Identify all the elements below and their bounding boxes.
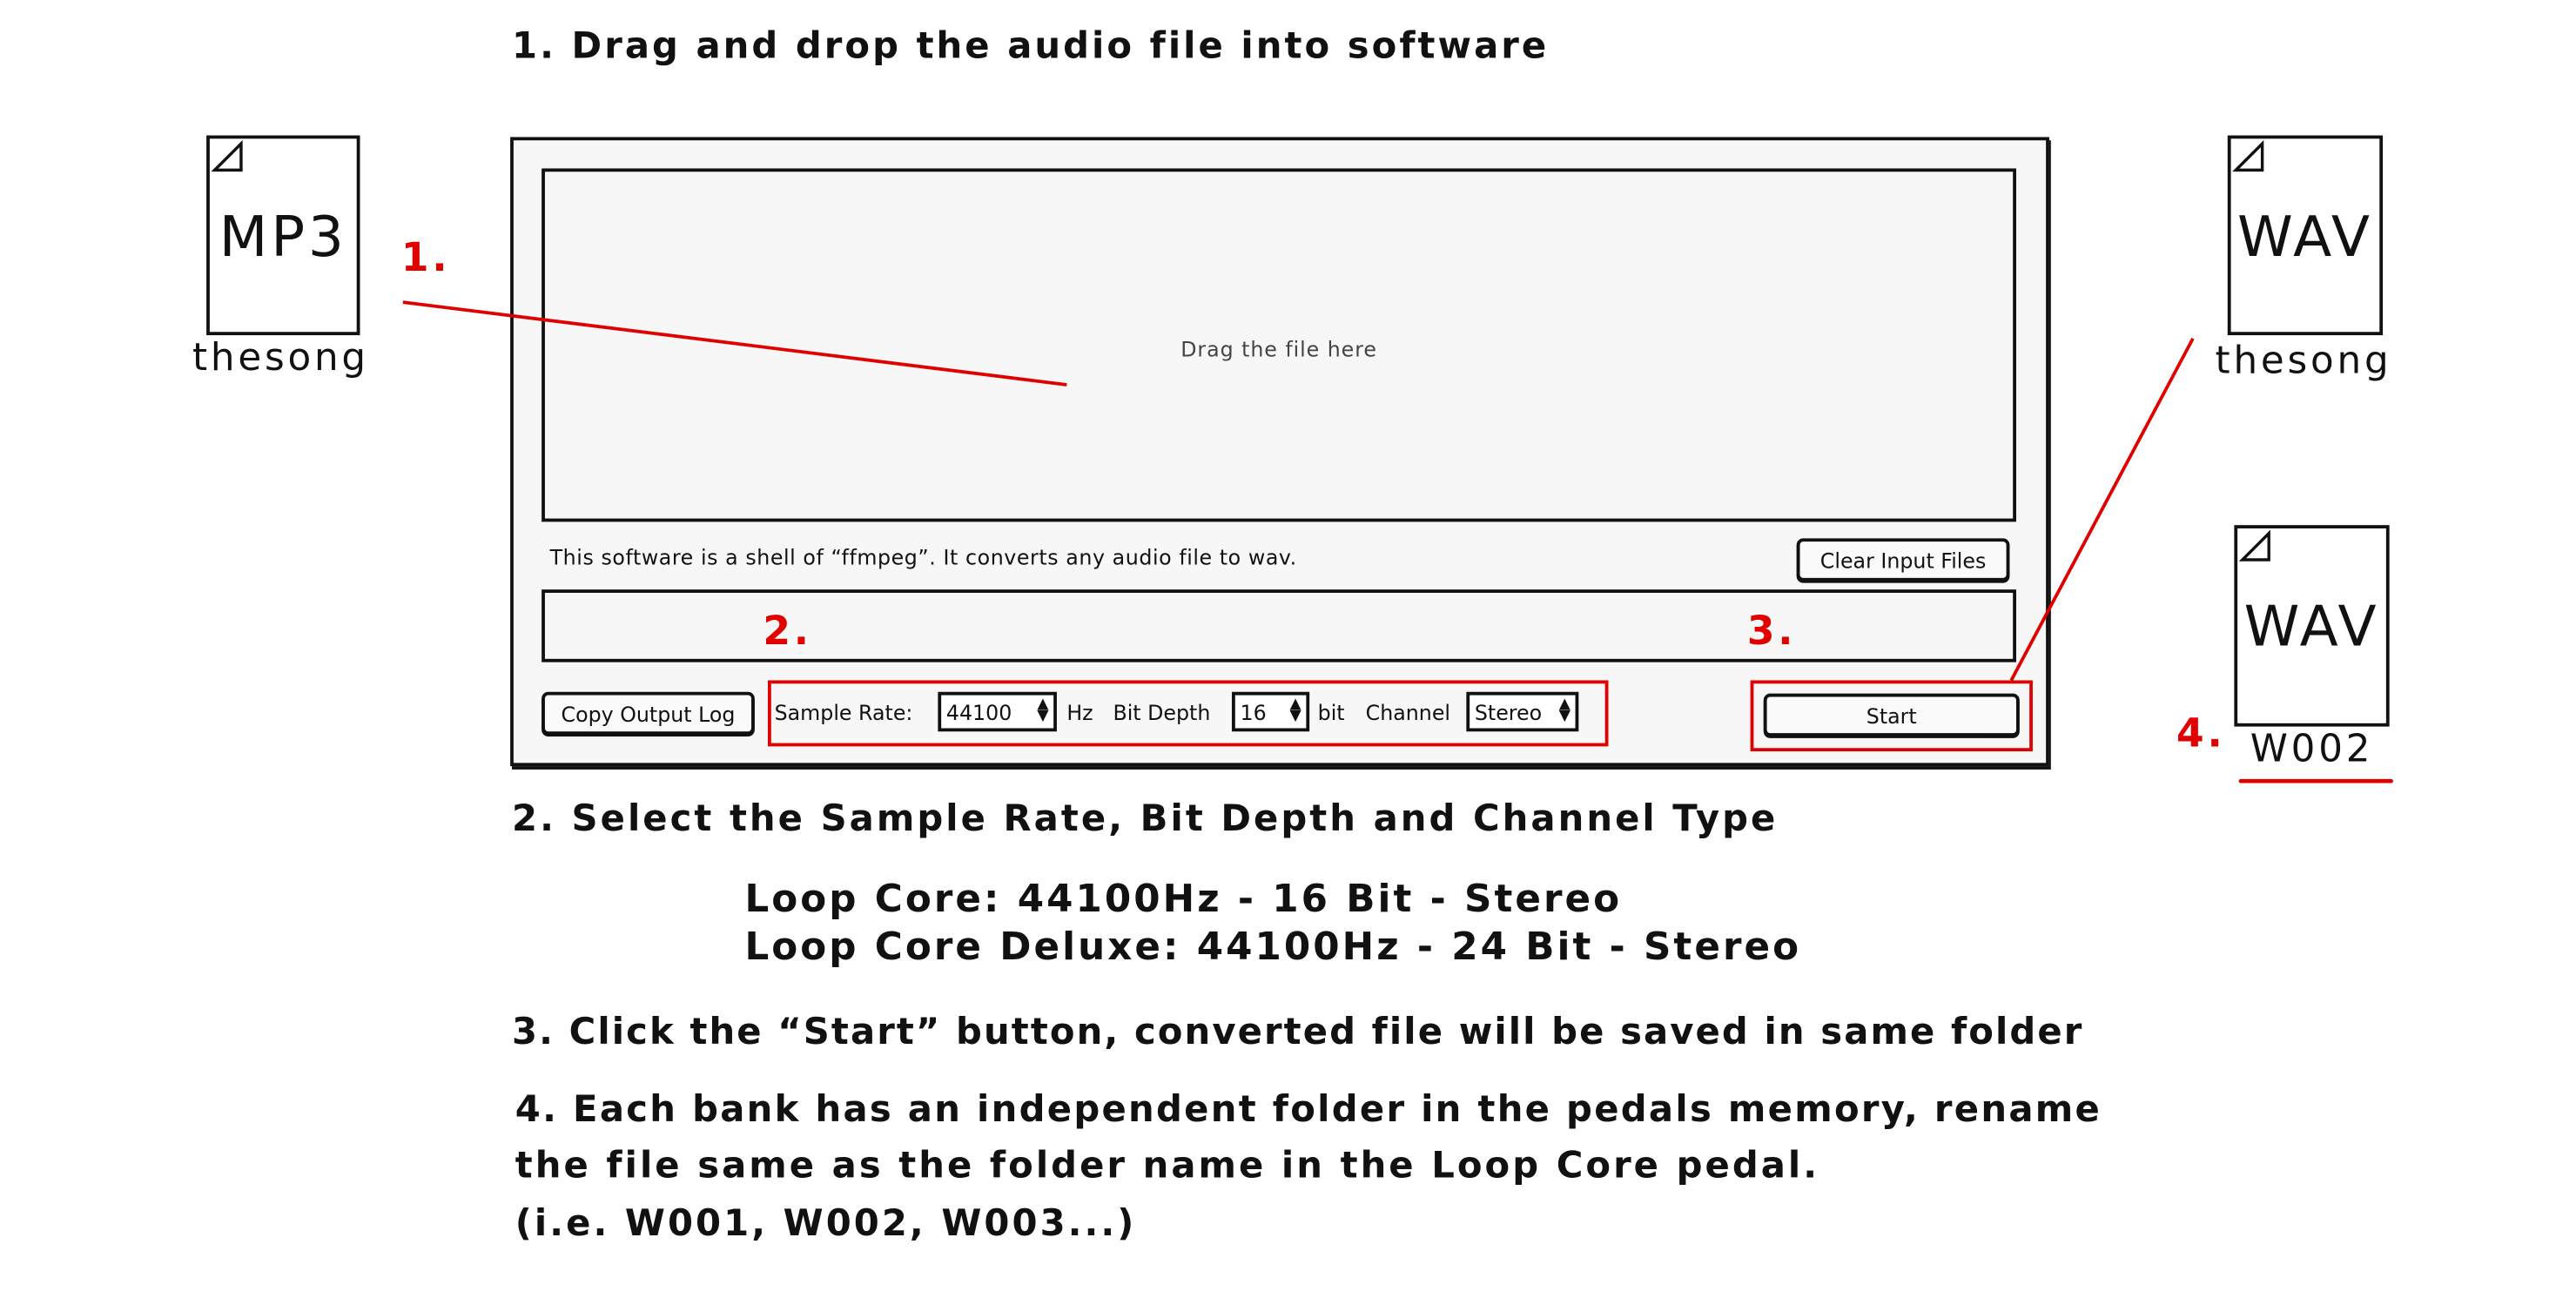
step-2-text: 2. Select the Sample Rate, Bit Depth and… [512,799,1779,841]
settings-highlight [768,680,1609,747]
bit-depth-label: Bit Depth [1113,700,1211,725]
file-drop-zone[interactable] [541,168,2016,522]
marker-3: 3. [1746,608,1797,655]
step-1-text: 1. Drag and drop the audio file into sof… [512,26,1550,68]
channel-label: Channel [1365,700,1451,725]
stepper-arrows-icon[interactable]: ▲ ▼ [1558,696,1570,725]
step-4-line-1: 4. Each bank has an independent folder i… [515,1089,2102,1132]
drag-arrow-line [402,300,1067,387]
renamed-wav-file-icon: WAV [2234,525,2390,727]
output-log [541,589,2016,662]
preset-loop-core: Loop Core: 44100Hz - 16 Bit - Stereo [744,878,1623,922]
stepper-arrows-icon[interactable]: ▲ ▼ [1289,696,1301,725]
sample-rate-label: Sample Rate: [774,700,913,725]
bit-depth-value: 16 [1240,699,1267,724]
stepper-arrows-icon[interactable]: ▲ ▼ [1037,696,1049,725]
renamed-file-name: W002 [2250,728,2374,771]
step-4-line-2: the file same as the folder name in the … [515,1146,1820,1187]
copy-output-log-button[interactable]: Copy Output Log [541,691,755,736]
start-button[interactable]: Start [1763,693,2020,736]
step-3-text: 3. Click the “Start” button, converted f… [512,1012,2084,1054]
clear-input-files-button[interactable]: Clear Input Files [1796,538,2010,582]
drop-hint: Drag the file here [1180,336,1377,362]
bit-label: bit [1317,700,1345,725]
step-4-line-3: (i.e. W001, W002, W003...) [515,1203,1137,1246]
start-to-output-line [2009,337,2195,682]
info-text: This software is a shell of “ffmpeg”. It… [549,544,1297,570]
start-highlight [1750,680,2033,752]
output-file-name: thesong [2215,340,2392,384]
preset-loop-core-deluxe: Loop Core Deluxe: 44100Hz - 24 Bit - Ste… [744,926,1802,970]
file-type-label: WAV [2237,205,2373,272]
mp3-file-icon: MP3 [206,135,360,336]
file-type-label: MP3 [219,205,347,272]
file-type-label: WAV [2243,594,2380,661]
marker-4: 4. [2176,710,2226,757]
marker-1: 1. [400,234,451,281]
sample-rate-stepper[interactable]: 44100 ▲ ▼ [938,691,1057,732]
hz-label: Hz [1066,700,1093,725]
input-file-name: thesong [192,336,369,380]
bit-depth-stepper[interactable]: 16 ▲ ▼ [1232,691,1310,732]
marker-2: 2. [763,608,812,655]
sample-rate-value: 44100 [945,699,1012,724]
channel-stepper[interactable]: Stereo ▲ ▼ [1466,691,1579,732]
channel-value: Stereo [1474,699,1543,724]
wav-file-icon: WAV [2227,135,2384,336]
